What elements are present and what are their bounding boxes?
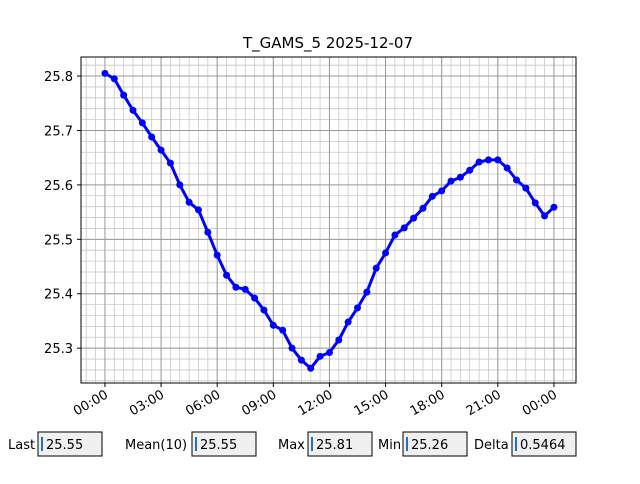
data-point xyxy=(428,192,436,200)
stat-box xyxy=(37,431,103,457)
x-tick-label: 06:00 xyxy=(183,387,223,419)
data-point xyxy=(101,69,109,77)
stat-value: 25.26 xyxy=(411,438,448,453)
data-point xyxy=(157,146,165,154)
data-point xyxy=(279,326,287,334)
data-point xyxy=(251,294,259,302)
data-point xyxy=(531,199,539,207)
data-point xyxy=(484,156,492,164)
stat-box xyxy=(511,431,577,457)
x-tick-label: 21:00 xyxy=(464,387,504,419)
data-point xyxy=(456,173,464,181)
data-point xyxy=(148,133,156,141)
y-tick-label: 25.6 xyxy=(44,179,73,194)
data-point xyxy=(400,224,408,232)
y-tick-label: 25.5 xyxy=(44,233,73,248)
data-point xyxy=(297,356,305,364)
data-point xyxy=(382,249,390,257)
data-point xyxy=(307,364,315,372)
data-point xyxy=(194,206,202,214)
stat-value: 25.55 xyxy=(46,438,83,453)
x-tick-label: 09:00 xyxy=(239,387,279,419)
data-point xyxy=(232,283,240,291)
data-point xyxy=(288,344,296,352)
stat-label: Min xyxy=(378,438,401,453)
y-tick-label: 25.7 xyxy=(44,124,73,139)
data-point xyxy=(419,204,427,212)
data-point xyxy=(541,212,549,220)
data-point xyxy=(466,166,474,174)
data-point xyxy=(185,198,193,206)
data-point xyxy=(503,164,511,172)
chart-title: T_GAMS_5 2025-12-07 xyxy=(242,34,413,53)
stat-value: 25.81 xyxy=(316,438,353,453)
data-point xyxy=(344,318,352,326)
data-point xyxy=(120,91,128,99)
x-tick-label: 18:00 xyxy=(408,387,448,419)
data-point xyxy=(438,187,446,195)
data-point xyxy=(550,203,558,211)
data-point xyxy=(223,271,231,279)
stat-box xyxy=(402,431,468,457)
x-tick-label: 00:00 xyxy=(71,387,111,419)
data-point xyxy=(447,177,455,185)
data-point xyxy=(241,285,249,293)
stat-label: Last xyxy=(8,438,35,453)
x-tick-label: 15:00 xyxy=(352,387,392,419)
data-point xyxy=(166,159,174,167)
data-point xyxy=(513,176,521,184)
data-point xyxy=(213,251,221,259)
data-point xyxy=(353,304,361,312)
x-tick-label: 03:00 xyxy=(127,387,167,419)
data-point xyxy=(494,156,502,164)
data-point xyxy=(176,181,184,189)
data-point xyxy=(522,184,530,192)
data-point xyxy=(391,231,399,239)
plot-frame xyxy=(80,56,577,384)
data-point xyxy=(129,106,137,114)
data-point xyxy=(110,75,118,83)
stat-value: 0.5464 xyxy=(520,438,566,453)
y-tick-label: 25.8 xyxy=(44,70,73,85)
x-tick-label: 00:00 xyxy=(520,387,560,419)
data-point xyxy=(204,228,212,236)
data-point xyxy=(138,119,146,127)
data-point xyxy=(363,288,371,296)
data-point xyxy=(372,264,380,272)
stat-box xyxy=(191,431,257,457)
data-point xyxy=(410,214,418,222)
data-point xyxy=(475,158,483,166)
data-point xyxy=(325,349,333,357)
data-point xyxy=(335,336,343,344)
x-tick-label: 12:00 xyxy=(295,387,335,419)
data-point xyxy=(316,352,324,360)
stat-label: Delta xyxy=(474,438,509,453)
stat-box xyxy=(307,431,373,457)
y-tick-label: 25.3 xyxy=(44,342,73,357)
data-point xyxy=(260,306,268,314)
stat-label: Max xyxy=(278,438,305,453)
stat-value: 25.55 xyxy=(200,438,237,453)
data-point xyxy=(269,321,277,329)
y-tick-label: 25.4 xyxy=(44,288,73,303)
stat-label: Mean(10) xyxy=(125,438,187,453)
